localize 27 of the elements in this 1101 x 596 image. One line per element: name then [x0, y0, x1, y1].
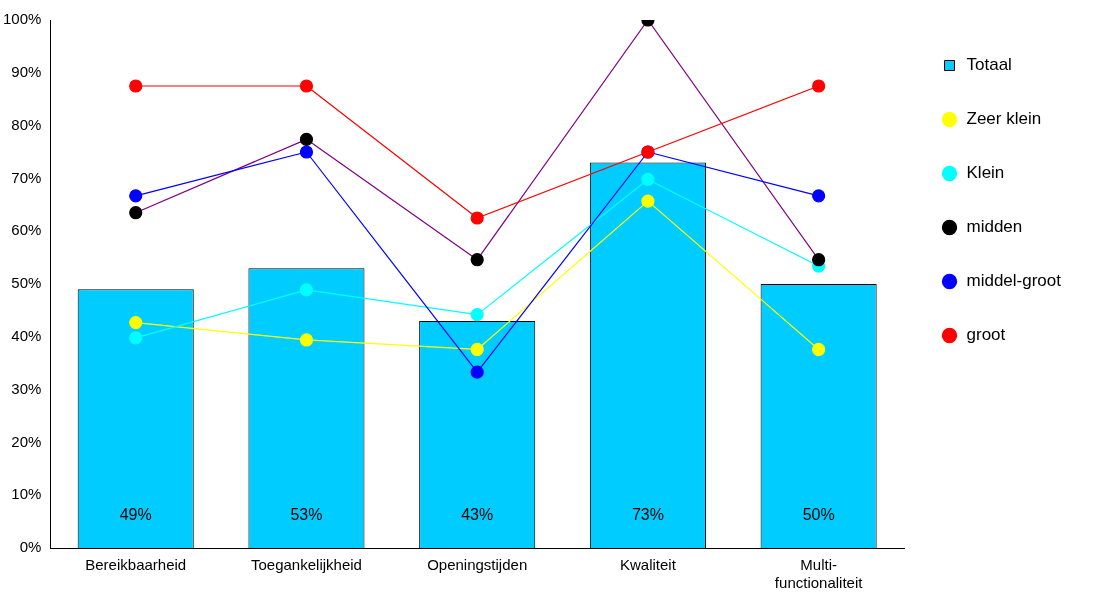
y-tick-label: 10% [11, 485, 42, 503]
y-tick-label: 90% [11, 62, 42, 80]
legend-label: Klein [966, 163, 1005, 183]
y-tick-label: 70% [11, 168, 42, 186]
y-tick-label: 0% [19, 538, 42, 556]
legend-label: midden [966, 217, 1023, 237]
data-label: 73% [631, 506, 664, 524]
y-tick-label: 30% [11, 379, 42, 397]
data-label: 49% [119, 506, 152, 524]
data-label: 53% [290, 506, 323, 524]
legend-label: middel-groot [966, 271, 1062, 291]
legend-label: Totaal [966, 55, 1012, 75]
x-tick-label: Openingstijden [427, 556, 528, 574]
x-tick-label: Kwaliteit [619, 556, 677, 574]
y-tick-label: 60% [11, 221, 42, 239]
y-tick-label: 40% [11, 326, 42, 344]
data-label: 43% [461, 506, 494, 524]
y-tick-label: 20% [11, 432, 42, 450]
x-tick-label: Multi-functionaliteit [774, 556, 864, 592]
y-tick-label: 80% [11, 115, 42, 133]
y-tick-label: 100% [2, 10, 42, 28]
x-tick-label: Toegankelijkheid [251, 556, 362, 574]
data-label: 50% [802, 506, 835, 524]
y-tick-label: 50% [11, 274, 42, 292]
x-tick-label: Bereikbaarheid [85, 556, 187, 574]
legend-label: Zeer klein [966, 109, 1042, 129]
legend-label: groot [966, 325, 1006, 345]
